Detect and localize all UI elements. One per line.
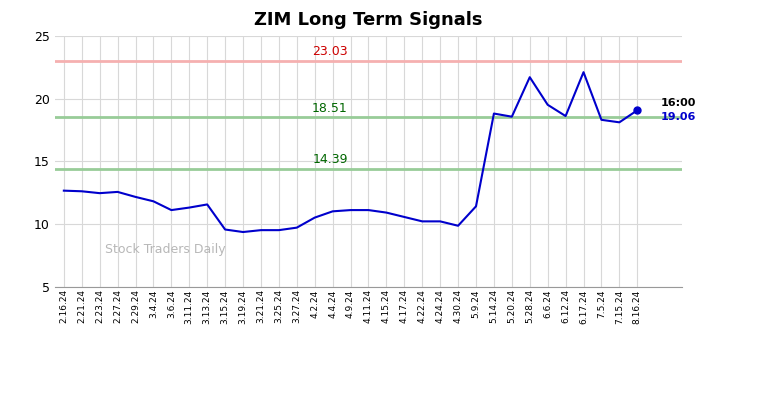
Title: ZIM Long Term Signals: ZIM Long Term Signals [254, 11, 483, 29]
Text: 16:00: 16:00 [661, 98, 696, 108]
Text: 18.51: 18.51 [312, 101, 348, 115]
Text: Stock Traders Daily: Stock Traders Daily [105, 244, 226, 256]
Text: 14.39: 14.39 [312, 153, 347, 166]
Text: 19.06: 19.06 [661, 111, 696, 121]
Text: 23.03: 23.03 [312, 45, 348, 58]
